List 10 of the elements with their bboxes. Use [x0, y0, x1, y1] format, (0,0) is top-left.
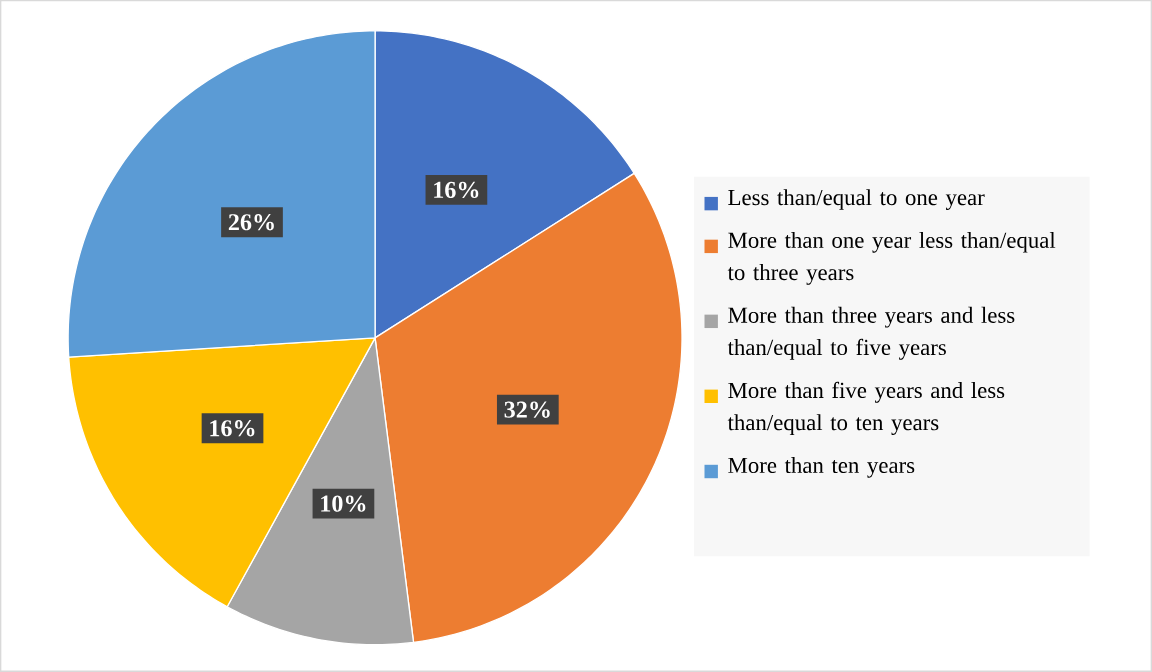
data-label: 26%: [228, 214, 274, 231]
data-label: 32%: [504, 401, 550, 418]
legend-label: Less than/equal to one year: [728, 189, 985, 210]
data-label: 16%: [434, 181, 479, 199]
data-label: 10%: [321, 495, 366, 512]
legend-label: More than ten years: [728, 457, 915, 478]
legend-label: More than three years and less than/equal to five years: [727, 306, 1015, 360]
legend-label: More than one year less than/equal to three years: [727, 231, 1056, 285]
data-label: 16%: [210, 420, 255, 437]
legend-label: More than five years and less than/equal to ten years: [727, 381, 1005, 436]
